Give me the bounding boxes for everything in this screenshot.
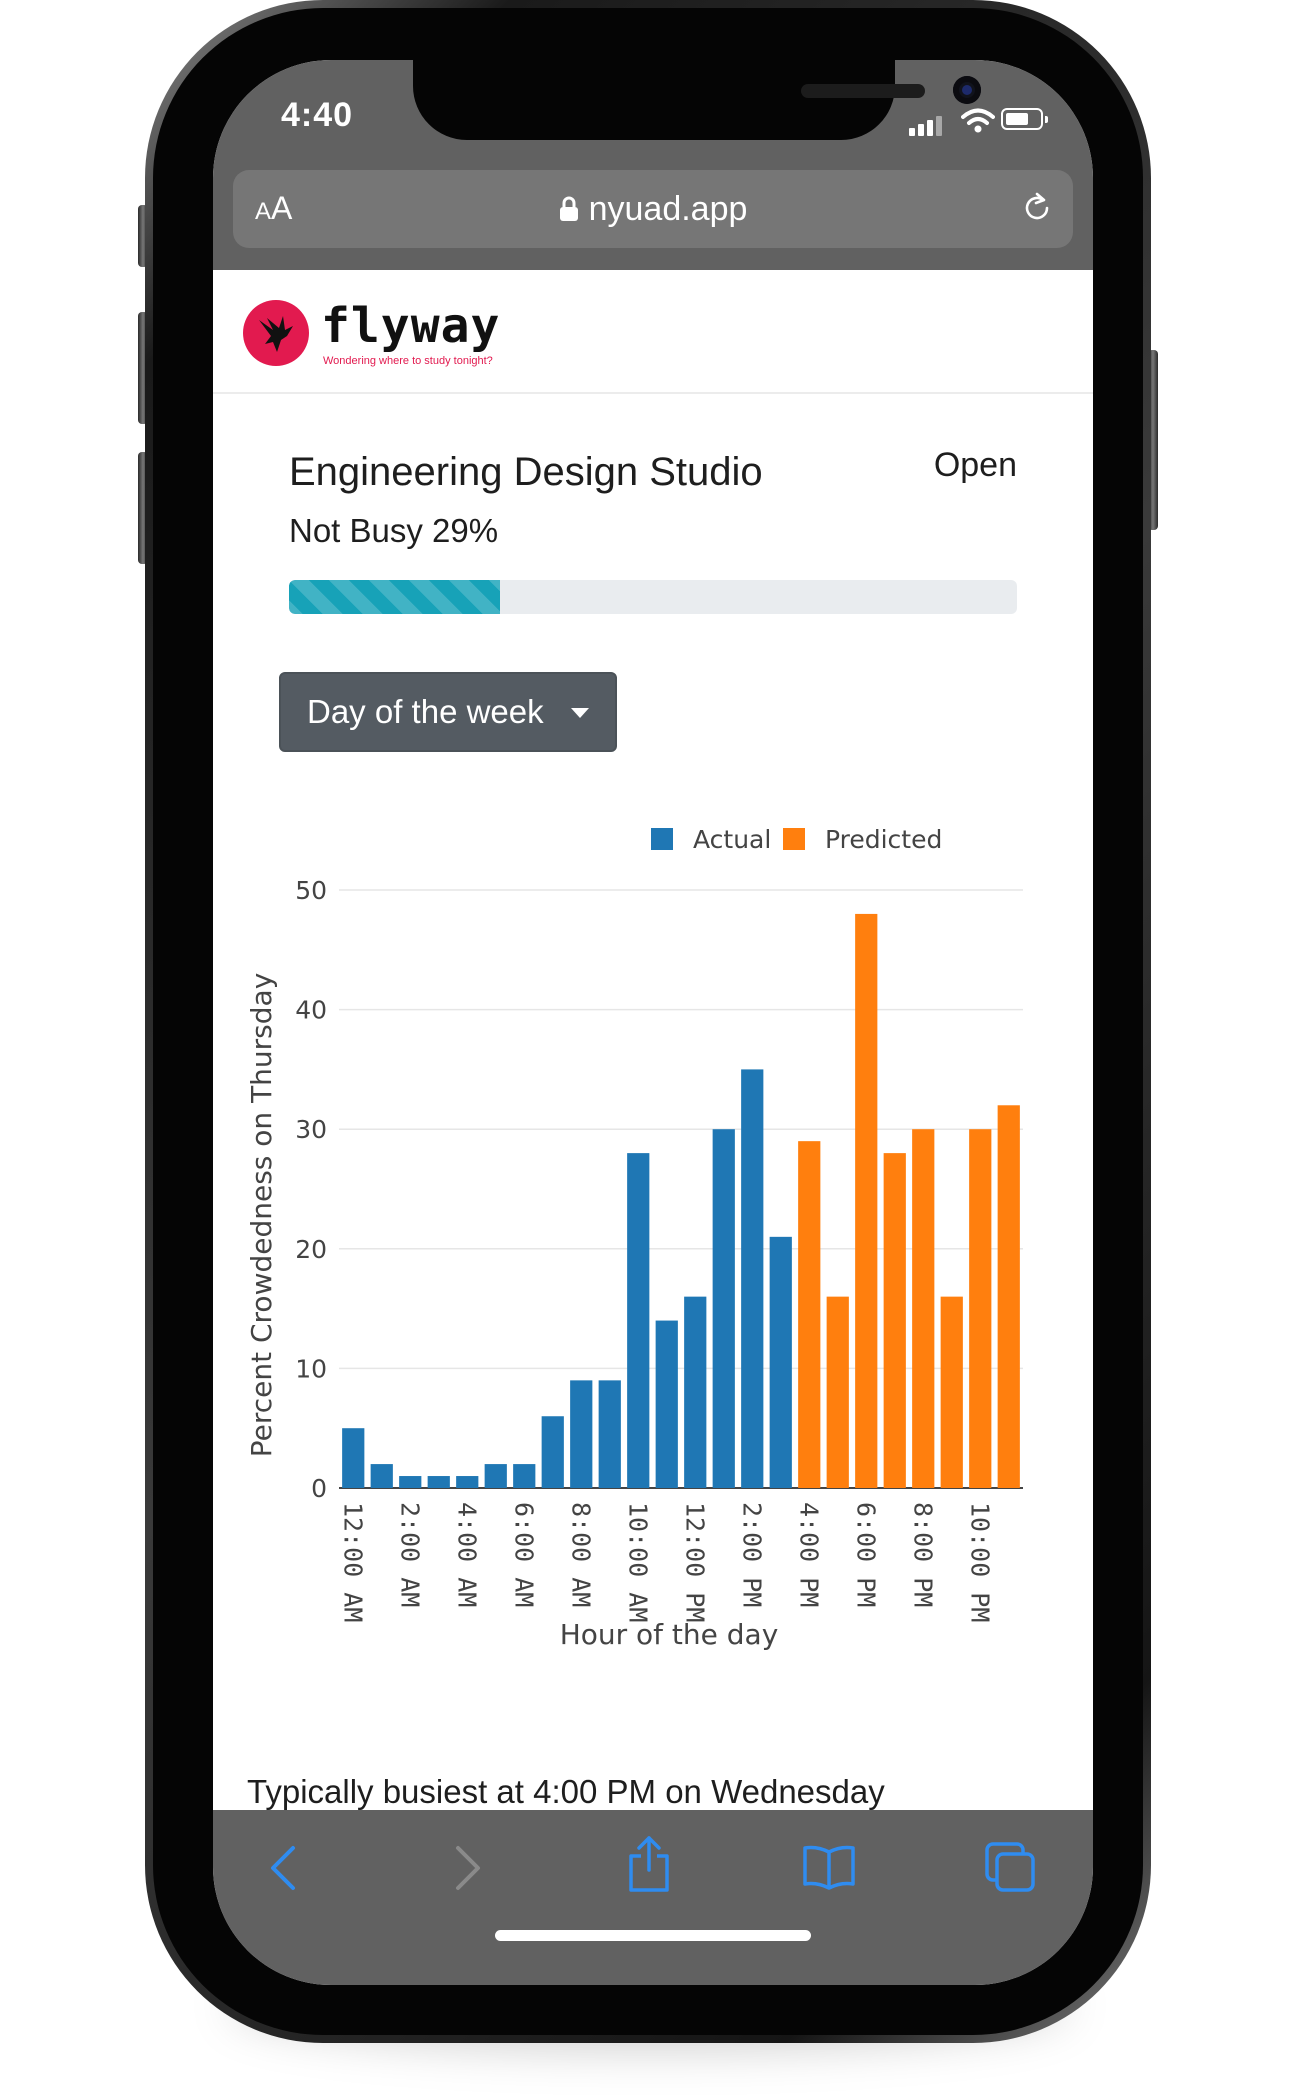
text-size-button[interactable]: AA [255, 190, 293, 226]
legend-swatch-predicted [783, 828, 805, 850]
y-axis-title: Percent Crowdedness on Thursday [245, 973, 278, 1458]
back-icon[interactable] [263, 1840, 303, 1896]
x-tick-label: 2:00 PM [737, 1502, 766, 1607]
web-page: flyway Wondering where to study tonight?… [213, 270, 1093, 1810]
forward-icon[interactable] [448, 1840, 488, 1896]
busyness-progress-fill [289, 580, 501, 614]
legend-swatch-actual [651, 828, 673, 850]
legend-label-predicted: Predicted [825, 825, 942, 854]
venue-status: Open [933, 446, 1017, 484]
bar-actual [399, 1476, 422, 1488]
venue-name: Engineering Design Studio [289, 450, 763, 494]
bar-actual [484, 1464, 507, 1488]
x-tick-label: 6:00 AM [509, 1502, 538, 1607]
share-icon[interactable] [625, 1834, 673, 1894]
brand-name[interactable]: flyway [321, 298, 501, 354]
x-tick-label: 12:00 PM [680, 1502, 709, 1622]
x-tick-label: 12:00 AM [338, 1502, 367, 1622]
x-tick-label: 8:00 AM [566, 1502, 595, 1607]
phone-screen: 4:40 AA [213, 60, 1093, 1985]
wifi-icon [961, 108, 995, 133]
home-indicator[interactable] [495, 1930, 811, 1941]
bar-predicted [969, 1129, 992, 1488]
y-tick-label: 40 [295, 996, 327, 1025]
bar-actual [570, 1380, 593, 1488]
y-tick-label: 10 [295, 1354, 327, 1383]
bar-actual [456, 1476, 479, 1488]
tabs-icon[interactable] [983, 1840, 1039, 1896]
lock-icon [559, 196, 578, 221]
speaker-grille [801, 84, 925, 98]
battery-icon [1001, 108, 1048, 130]
reload-icon[interactable] [1019, 190, 1055, 226]
x-tick-label: 10:00 PM [965, 1502, 994, 1622]
front-camera [953, 76, 981, 104]
brand-tagline: Wondering where to study tonight? [323, 355, 493, 367]
bar-actual [684, 1296, 707, 1488]
x-tick-label: 6:00 PM [851, 1502, 880, 1607]
bar-predicted [855, 913, 878, 1488]
bar-predicted [883, 1153, 906, 1488]
bar-predicted [997, 1105, 1020, 1488]
crowdedness-chart: 0 10 20 30 40 50 12:00 AM 2:00 AM 4:00 AM 6:00 AM… [245, 825, 1023, 1651]
bar-actual [370, 1464, 393, 1488]
bar-predicted [826, 1296, 849, 1488]
site-header: flyway Wondering where to study tonight? [213, 270, 1093, 394]
silent-switch [138, 205, 148, 267]
x-tick-label: 10:00 AM [623, 1502, 652, 1622]
bar-predicted [940, 1296, 963, 1488]
bookmarks-icon[interactable] [801, 1844, 857, 1890]
bar-actual [513, 1464, 536, 1488]
bar-actual [427, 1476, 450, 1488]
x-tick-label: 2:00 AM [395, 1502, 424, 1607]
phone-frame: 4:40 AA [145, 0, 1151, 2043]
busiest-summary: Typically busiest at 4:00 PM on Wednesda… [247, 1773, 885, 1810]
legend-label-actual: Actual [693, 825, 771, 854]
notch [413, 60, 981, 140]
volume-down-button [138, 452, 148, 564]
bar-actual [712, 1129, 735, 1488]
browser-toolbar [213, 1810, 1093, 1985]
bar-predicted [798, 1141, 821, 1488]
x-tick-label: 4:00 PM [794, 1502, 823, 1607]
caret-down-icon [571, 708, 589, 718]
day-of-week-dropdown[interactable]: Day of the week [279, 672, 617, 752]
volume-up-button [138, 312, 148, 424]
dropdown-label: Day of the week [307, 693, 544, 730]
cellular-signal-icon [909, 116, 942, 136]
power-button [1148, 350, 1158, 530]
busyness-label: Not Busy 29% [289, 512, 499, 549]
url-display[interactable]: nyuad.app [233, 190, 1073, 229]
bar-actual [655, 1320, 678, 1488]
bar-actual [541, 1416, 564, 1488]
x-tick-label: 4:00 AM [452, 1502, 481, 1607]
bar-actual [598, 1380, 621, 1488]
x-axis-title: Hour of the day [560, 1618, 779, 1651]
url-text: nyuad.app [588, 190, 748, 228]
falcon-logo-icon[interactable] [243, 300, 309, 366]
browser-top-chrome: 4:40 AA [213, 60, 1093, 270]
bar-actual [342, 1428, 365, 1488]
y-tick-label: 30 [295, 1115, 327, 1144]
bar-actual [741, 1069, 764, 1488]
y-tick-label: 20 [295, 1235, 327, 1264]
busyness-progress [289, 580, 1017, 614]
y-tick-label: 50 [295, 876, 327, 905]
phone-bezel: 4:40 AA [153, 8, 1143, 2035]
bar-predicted [912, 1129, 935, 1488]
address-bar[interactable]: AA nyuad.app [233, 170, 1073, 248]
bar-actual [627, 1153, 650, 1488]
status-time: 4:40 [281, 96, 354, 134]
x-tick-label: 8:00 PM [908, 1502, 937, 1607]
y-tick-label: 0 [311, 1474, 327, 1503]
bar-actual [769, 1236, 792, 1488]
